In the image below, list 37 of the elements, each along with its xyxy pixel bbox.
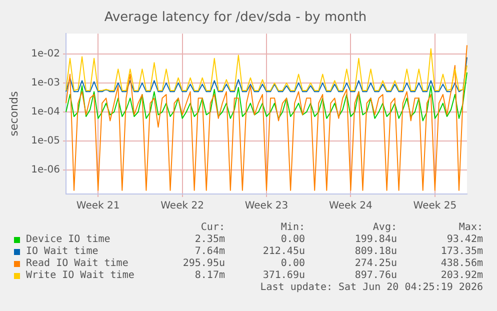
text: 199.84u [354, 234, 397, 245]
text: 295.95u [182, 258, 225, 269]
text: 2.35m [194, 234, 225, 245]
y-tick-label: 1e-05 [31, 136, 60, 147]
text: 438.56m [440, 258, 483, 269]
x-tick-label: Week 21 [76, 200, 120, 212]
legend-label: Write IO Wait time [26, 270, 134, 281]
text: Max: [458, 222, 483, 233]
text: Cur: [200, 222, 225, 233]
text: Min: [280, 222, 305, 233]
text: 0.00 [280, 234, 305, 245]
y-axis-title: seconds [7, 91, 20, 136]
text: 897.76u [354, 270, 397, 281]
y-tick-label: 1e-04 [31, 106, 60, 118]
x-tick-label: Week 23 [244, 200, 288, 212]
text: 371.69u [262, 270, 305, 281]
text: Avg: [372, 222, 397, 233]
text: 809.18u [354, 246, 397, 257]
text: 212.45u [262, 246, 305, 257]
text: 7.64m [194, 246, 225, 257]
text: Last update: Sat Jun 20 04:25:19 2026 [259, 282, 483, 293]
text: 8.17m [194, 270, 225, 281]
legend-label: Device IO time [26, 234, 110, 245]
x-tick-label: Week 24 [329, 200, 372, 212]
legend-label: Read IO Wait time [26, 258, 128, 269]
text: 0.00 [280, 258, 305, 269]
y-tick-label: 1e-06 [31, 164, 60, 176]
text: 274.25u [354, 258, 397, 269]
text: 173.35m [440, 246, 483, 257]
text: 93.42m [446, 234, 483, 245]
x-tick-label: Week 25 [413, 200, 457, 212]
legend-label: IO Wait time [26, 246, 98, 257]
chart-title: Average latency for /dev/sda - by month [104, 10, 367, 26]
x-tick-label: Week 22 [160, 200, 204, 212]
text: 203.92m [440, 270, 483, 281]
y-tick-label: 1e-02 [31, 48, 60, 60]
y-tick-label: 1e-03 [31, 78, 60, 89]
